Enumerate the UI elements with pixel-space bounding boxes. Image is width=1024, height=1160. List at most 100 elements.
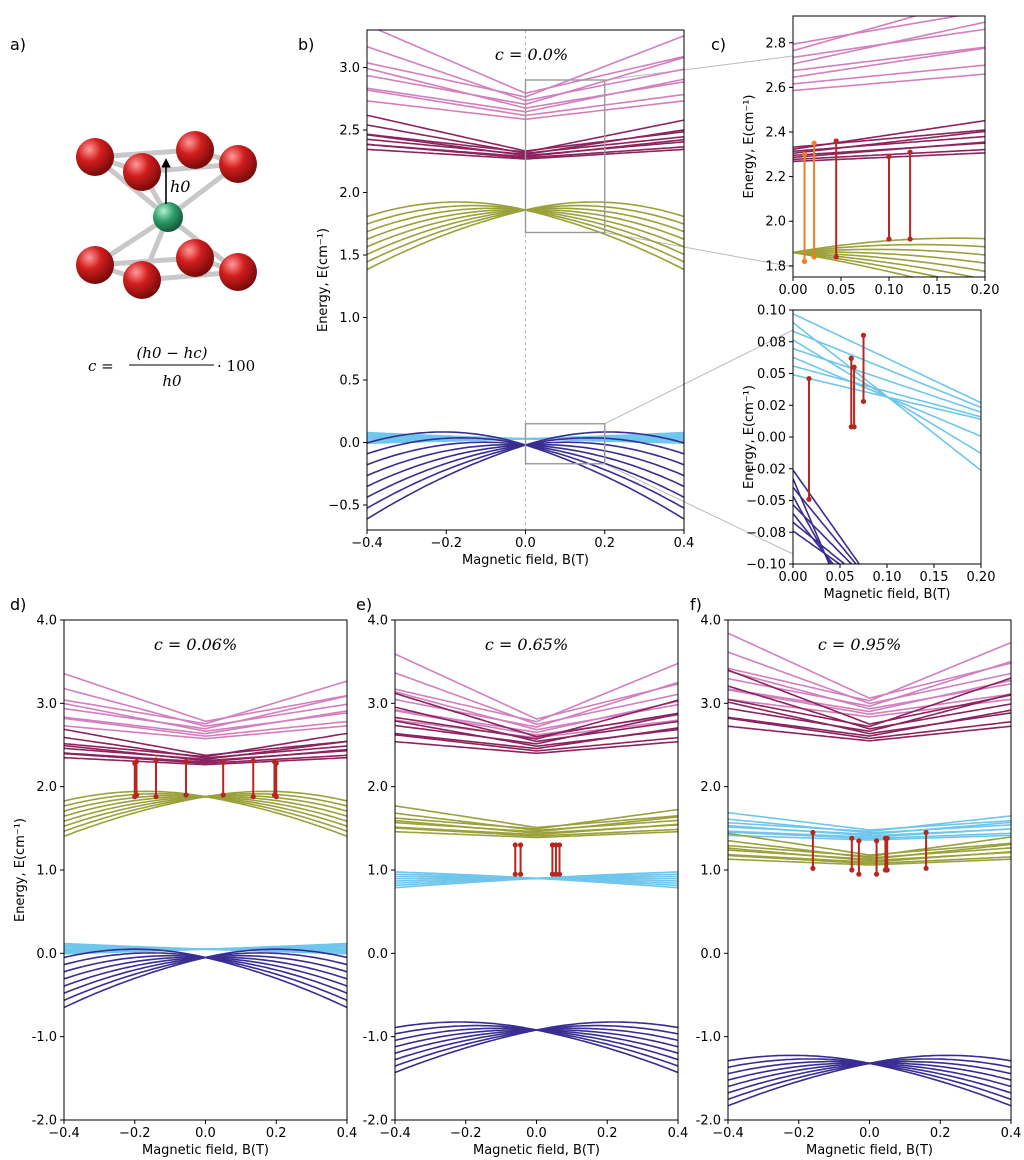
series-line-second_band-1 [728, 717, 1011, 740]
series-line-dark_blue_band-1 [728, 1062, 1011, 1101]
transition-marker-4 [907, 149, 913, 242]
series-line-dark_blue_band-1 [64, 956, 347, 1002]
panel-letter-b: b) [298, 35, 314, 54]
series-line-top_band-5 [64, 687, 347, 728]
series-line-top_band-6 [728, 641, 1011, 702]
series-line-second_band-3 [64, 744, 347, 762]
series-line-dark_blue_band-1 [793, 521, 846, 564]
series-line-top_band-4 [395, 681, 678, 728]
series-line-second_band-2 [728, 709, 1011, 737]
y-tick-label: −0.05 [746, 494, 786, 509]
x-tick-label: 0.4 [337, 1126, 358, 1141]
series-line-light_blue_band-1 [793, 365, 981, 418]
x-tick-label: −0.2 [119, 1126, 151, 1141]
series-line-olive_band-1 [395, 827, 678, 837]
series-line-second_band-6 [64, 732, 347, 758]
series-line-dark_blue_band-7 [793, 469, 861, 564]
y-tick-label: 3.0 [36, 697, 57, 712]
y-tick-label: 3.0 [700, 697, 721, 712]
y-tick-label: 2.0 [765, 215, 786, 230]
x-tick-label: 0.2 [930, 1126, 951, 1141]
y-tick-label: 1.5 [339, 249, 360, 264]
series-line-olive_band-3 [793, 251, 985, 273]
panel-e-chart: −0.4 −0.2 0.0 0.2 0.4 -2.0 -1.0 0.0 1.0 2.0 3.0 4.0… [363, 614, 689, 1159]
y-axis-label: Energy, E(cm⁻¹) [316, 228, 331, 332]
y-tick-label: 2.4 [765, 126, 786, 141]
series-line-top_band-0 [793, 73, 985, 92]
series-line-top_band-0 [395, 719, 678, 739]
series-line-dark_blue_band-5 [793, 486, 858, 564]
series-line-light_blue_band-7 [395, 871, 678, 880]
y-tick-label: 2.5 [339, 124, 360, 139]
series-line-second_band-1 [395, 734, 678, 752]
x-tick-label: −0.4 [48, 1126, 80, 1141]
transition-marker-1 [849, 835, 855, 873]
series-line-second_band-0 [728, 725, 1011, 742]
series-line-top_band-1 [64, 717, 347, 738]
series-line-second_band-7 [728, 669, 1011, 726]
y-tick-label: 0.02 [757, 399, 786, 414]
y-tick-label: 1.0 [700, 864, 721, 879]
strain-formula: c = (h0 − hc) h0 · 100 [88, 344, 255, 390]
x-tick-label: 0.2 [594, 536, 615, 551]
transition-marker-2 [851, 364, 857, 430]
x-axis-label: Magnetic field, B(T) [142, 1143, 269, 1158]
series-line-light_blue_band-5 [793, 330, 981, 409]
series-line-top_band-2 [793, 47, 985, 79]
series-line-top_band-7 [64, 672, 347, 723]
y-axis-label: Energy, E(cm⁻¹) [742, 385, 757, 489]
series-line-top_band-7 [793, 16, 963, 45]
series-line-olive_band-3 [395, 819, 678, 835]
series-line-dark_blue_band-2 [728, 1062, 1011, 1094]
series-line-dark_blue_band-4 [64, 956, 347, 980]
y-tick-label: 0.0 [339, 436, 360, 451]
series-line-olive_band-6 [728, 836, 1011, 858]
y-axis-label: Energy, E(cm⁻¹) [742, 94, 757, 198]
series-line-dark_blue_band-1 [395, 1029, 678, 1067]
series-line-olive_band-5 [395, 812, 678, 832]
transition-marker-2 [833, 138, 839, 260]
x-tick-label: 0.10 [875, 283, 904, 298]
panel-b-chart: −0.4 −0.2 0.0 0.2 0.4 −0.5 0.0 0.5 1.0 1.5 2.0 2.5 3… [316, 29, 694, 568]
panel-letter-c: c) [711, 35, 726, 54]
series-line-top_band-3 [64, 702, 347, 733]
series-line-dark_blue_band-3 [395, 1029, 678, 1054]
plot-area [728, 632, 1011, 1107]
series-line-top_band-7 [395, 653, 678, 720]
series-line-top_band-0 [64, 725, 347, 740]
axes-frame [63, 619, 348, 1121]
y-tick-label: 3.0 [367, 697, 388, 712]
series-line-olive_band-0 [64, 795, 347, 838]
x-tick-label: 0.4 [668, 1126, 689, 1141]
series-line-light_blue_band-6 [728, 815, 1011, 833]
series-line-top_band-1 [728, 689, 1011, 716]
y-tick-label: 2.2 [765, 170, 786, 185]
series-line-second_band-3 [728, 701, 1011, 735]
zoom-box-0 [524, 79, 606, 234]
x-axis-label: Magnetic field, B(T) [462, 553, 589, 568]
series-line-second_band-5 [64, 736, 347, 759]
series-line-top_band-7 [728, 632, 1011, 700]
transition-marker-4 [220, 759, 226, 798]
series-line-dark_blue_band-6 [793, 478, 831, 564]
transition-marker-7 [273, 760, 279, 800]
series-line-second_band-3 [395, 720, 678, 748]
y-tick-label: -1.0 [363, 1030, 388, 1045]
series-line-dark_blue_band-6 [64, 952, 347, 966]
series-line-top_band-5 [395, 672, 678, 726]
series-line-second_band-7 [64, 728, 347, 757]
series-line-olive_band-0 [395, 830, 678, 839]
connector-upper-top [604, 55, 794, 81]
y-tick-label: 0.0 [700, 947, 721, 962]
series-line-olive_band-4 [793, 251, 985, 264]
y-tick-label: 2.0 [367, 780, 388, 795]
series-line-top_band-4 [64, 695, 347, 730]
x-tick-label: 0.15 [923, 283, 952, 298]
transition-marker-5 [884, 835, 890, 873]
x-tick-label: −0.4 [351, 536, 383, 551]
panel-letter-a: a) [10, 35, 26, 54]
x-axis-label: Magnetic field, B(T) [824, 587, 951, 602]
series-line-olive_band-4 [395, 816, 678, 833]
series-line-olive_band-6 [395, 808, 678, 830]
